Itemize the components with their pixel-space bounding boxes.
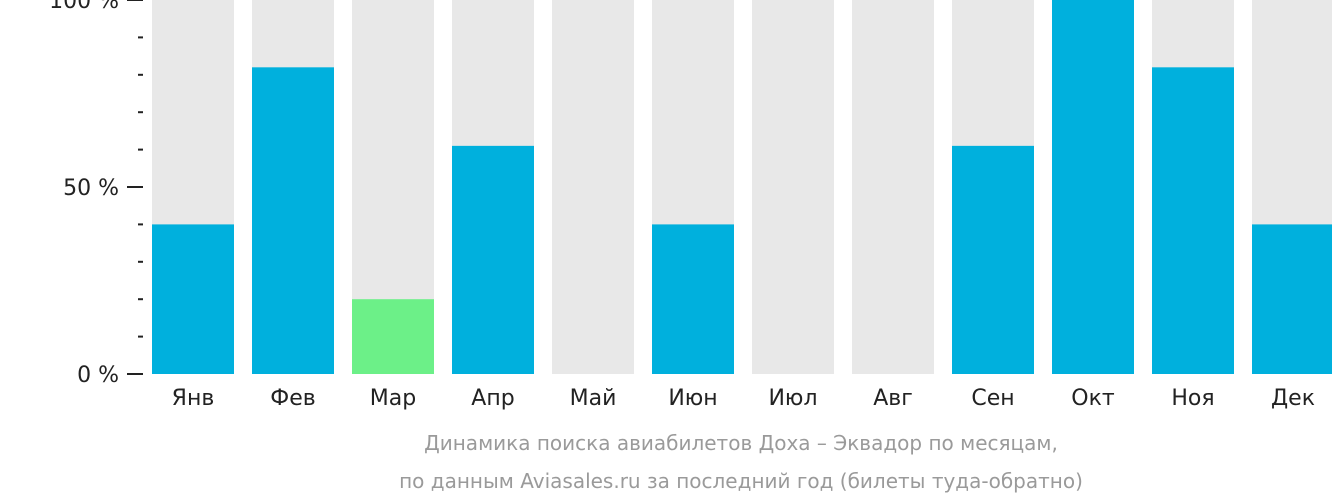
bar-background-7 (752, 0, 834, 374)
x-tick-label: Мар (370, 386, 416, 411)
y-tick-label: 0 % (77, 363, 119, 388)
bar-background-8 (852, 0, 934, 374)
bar-2 (252, 67, 334, 374)
x-tick-label: Фев (270, 386, 315, 411)
bar-3 (352, 299, 434, 374)
chart-caption-line-1: Динамика поиска авиабилетов Доха – Эквад… (424, 431, 1058, 455)
bar-background-5 (552, 0, 634, 374)
chart-caption-line-2: по данным Aviasales.ru за последний год … (399, 469, 1083, 493)
x-tick-label: Ноя (1171, 386, 1214, 411)
x-tick-label: Июн (668, 386, 717, 411)
x-tick-label: Сен (971, 386, 1014, 411)
x-tick-label: Апр (471, 386, 514, 411)
y-tick-label: 100 % (49, 0, 119, 14)
bar-11 (1152, 67, 1234, 374)
x-tick-label: Июл (768, 386, 817, 411)
bar-9 (952, 145, 1034, 374)
bar-10 (1052, 0, 1134, 374)
bar-6 (652, 224, 734, 374)
y-tick-label: 50 % (63, 176, 119, 201)
x-tick-label: Янв (172, 386, 215, 411)
y-axis: 0 % 50 % 100 % (49, 0, 143, 388)
bar-12 (1252, 224, 1332, 374)
bar-4 (452, 145, 534, 374)
x-axis: Янв Фев Мар Апр Май Июн Июл Авг Сен Окт Ноя Дек (172, 386, 1315, 411)
x-tick-label: Окт (1071, 386, 1115, 411)
x-tick-label: Авг (873, 386, 913, 411)
x-tick-label: Май (570, 386, 617, 411)
x-tick-label: Дек (1271, 386, 1315, 411)
bar-1 (152, 224, 234, 374)
data-bars (152, 0, 1332, 374)
